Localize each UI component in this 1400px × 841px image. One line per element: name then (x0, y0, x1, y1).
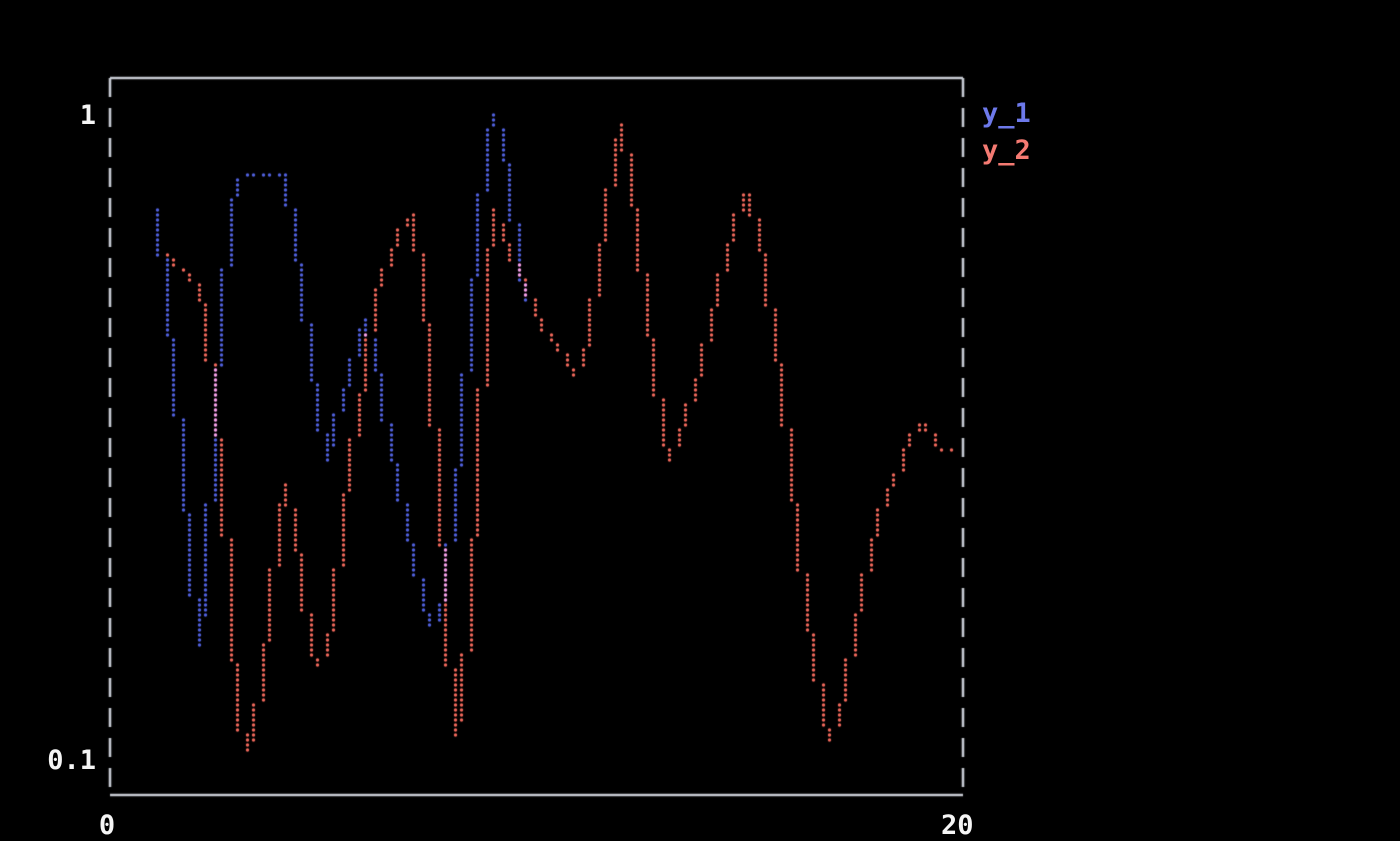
x-axis-tick-left: 0 (98, 810, 116, 841)
x-axis-tick-right: 20 (941, 810, 974, 841)
legend: y_1 y_2 (982, 95, 1031, 169)
y-axis-tick-bottom: 0.1 (47, 745, 96, 776)
legend-item-y1: y_1 (982, 98, 1031, 129)
legend-item-y2: y_2 (982, 135, 1031, 166)
y-axis-tick-top: 1 (79, 100, 96, 131)
